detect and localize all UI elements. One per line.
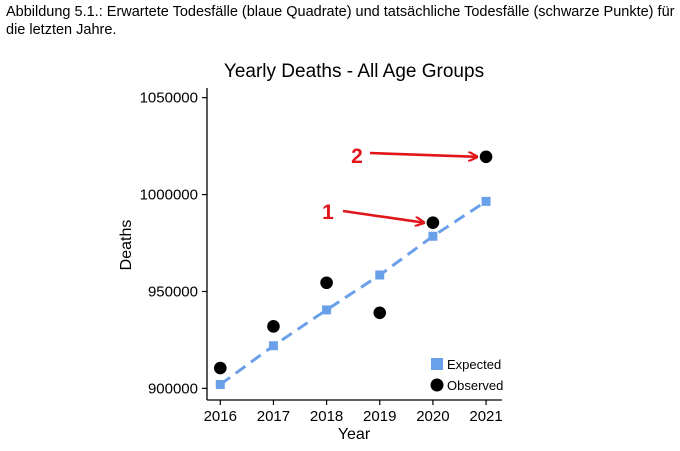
y-tick-label: 950000 [148, 283, 198, 300]
expected-point [375, 270, 385, 280]
expected-point [481, 196, 491, 206]
legend-expected-swatch [431, 358, 443, 370]
observed-point [373, 306, 387, 320]
x-axis-label: Year [338, 426, 371, 443]
expected-point [268, 341, 278, 351]
observed-point [320, 276, 333, 290]
x-tick-label: 2016 [204, 408, 237, 425]
expected-point [322, 305, 332, 315]
figure-caption: Abbildung 5.1.: Erwartete Todesfälle (bl… [6, 4, 675, 38]
x-tick-label: 2019 [363, 408, 396, 425]
x-tick-label: 2018 [310, 408, 343, 425]
observed-point [426, 216, 440, 229]
x-tick-label: 2021 [469, 408, 502, 425]
y-axis-label: Deaths [118, 220, 135, 271]
annotation-label-2: 2 [351, 145, 363, 168]
observed-point [267, 320, 280, 333]
expected-trend-line [219, 200, 487, 386]
observed-point [213, 361, 227, 375]
legend-label-observed: Observed [447, 378, 503, 393]
annotation-arrow-1 [342, 209, 424, 223]
y-tick-label: 1050000 [140, 90, 198, 107]
observed-point [479, 150, 493, 164]
expected-point [215, 379, 225, 389]
y-tick-label: 1000000 [140, 187, 198, 204]
legend-observed-swatch [430, 378, 444, 392]
annotation-arrow-2 [369, 153, 477, 157]
expected-point [428, 231, 438, 241]
x-tick-label: 2017 [257, 408, 290, 425]
chart-title: Yearly Deaths - All Age Groups [224, 61, 484, 82]
annotation-label-1: 1 [322, 201, 334, 224]
legend-label-expected: Expected [447, 357, 501, 372]
x-tick-label: 2020 [416, 408, 449, 425]
y-tick-label: 900000 [148, 380, 198, 397]
